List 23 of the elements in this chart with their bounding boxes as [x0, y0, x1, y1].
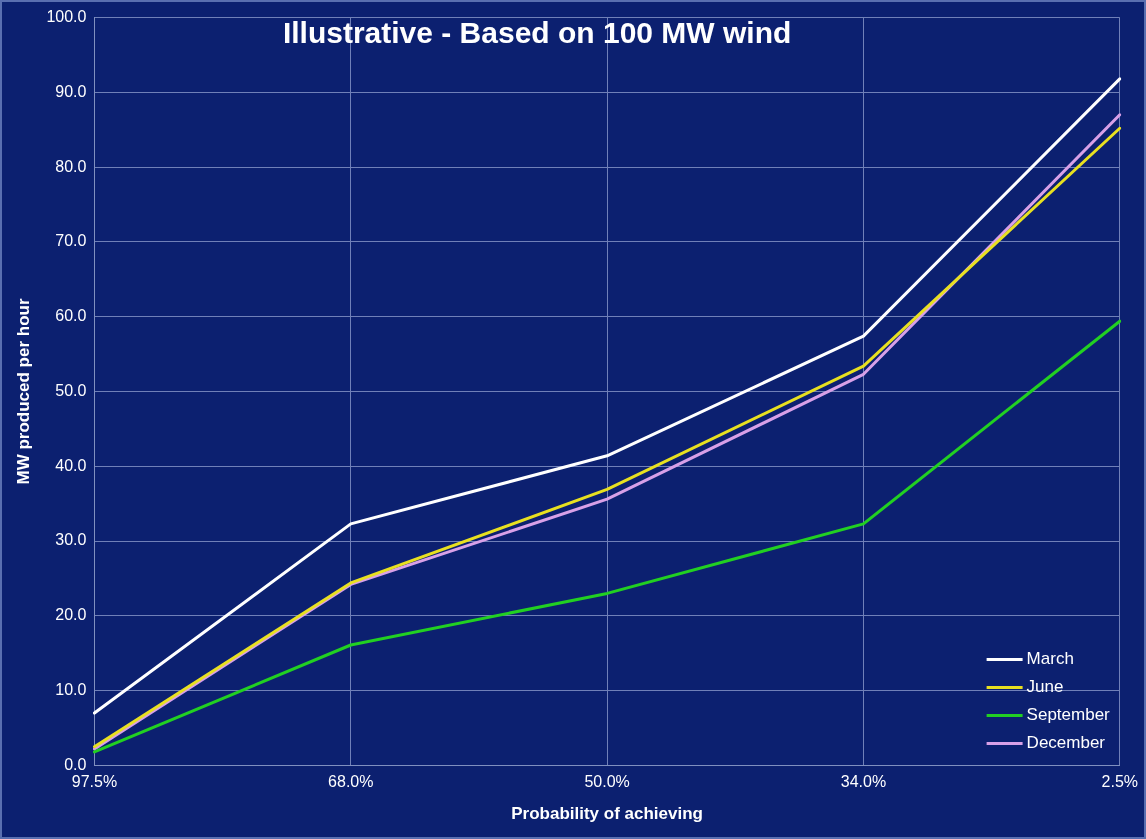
x-tick-label: 97.5% [71, 773, 118, 791]
y-tick-label: 20.0 [55, 606, 87, 624]
x-axis-title: Probability of achieving [511, 804, 703, 824]
legend-label: March [1026, 649, 1074, 669]
legend-label: September [1026, 705, 1111, 725]
y-tick-label: 0.0 [64, 755, 87, 773]
y-tick-label: 40.0 [55, 456, 87, 474]
y-tick-label: 10.0 [55, 681, 87, 699]
y-tick-label: 100.0 [46, 8, 87, 26]
y-tick-label: 70.0 [55, 232, 87, 250]
y-tick-label: 50.0 [55, 381, 87, 399]
y-tick-label: 30.0 [55, 531, 87, 549]
y-tick-label: 90.0 [55, 82, 87, 100]
legend-label: December [1026, 733, 1106, 753]
y-tick-label: 60.0 [55, 307, 87, 325]
x-tick-label: 50.0% [584, 773, 630, 791]
y-axis-title: MW produced per hour [13, 298, 33, 485]
x-tick-label: 2.5% [1101, 773, 1138, 791]
y-tick-label: 80.0 [55, 157, 87, 175]
legend-label: June [1026, 677, 1064, 697]
x-tick-label: 34.0% [840, 773, 887, 791]
chart-title: Illustrative - Based on 100 MW wind [282, 15, 792, 49]
x-tick-label: 68.0% [328, 773, 374, 791]
